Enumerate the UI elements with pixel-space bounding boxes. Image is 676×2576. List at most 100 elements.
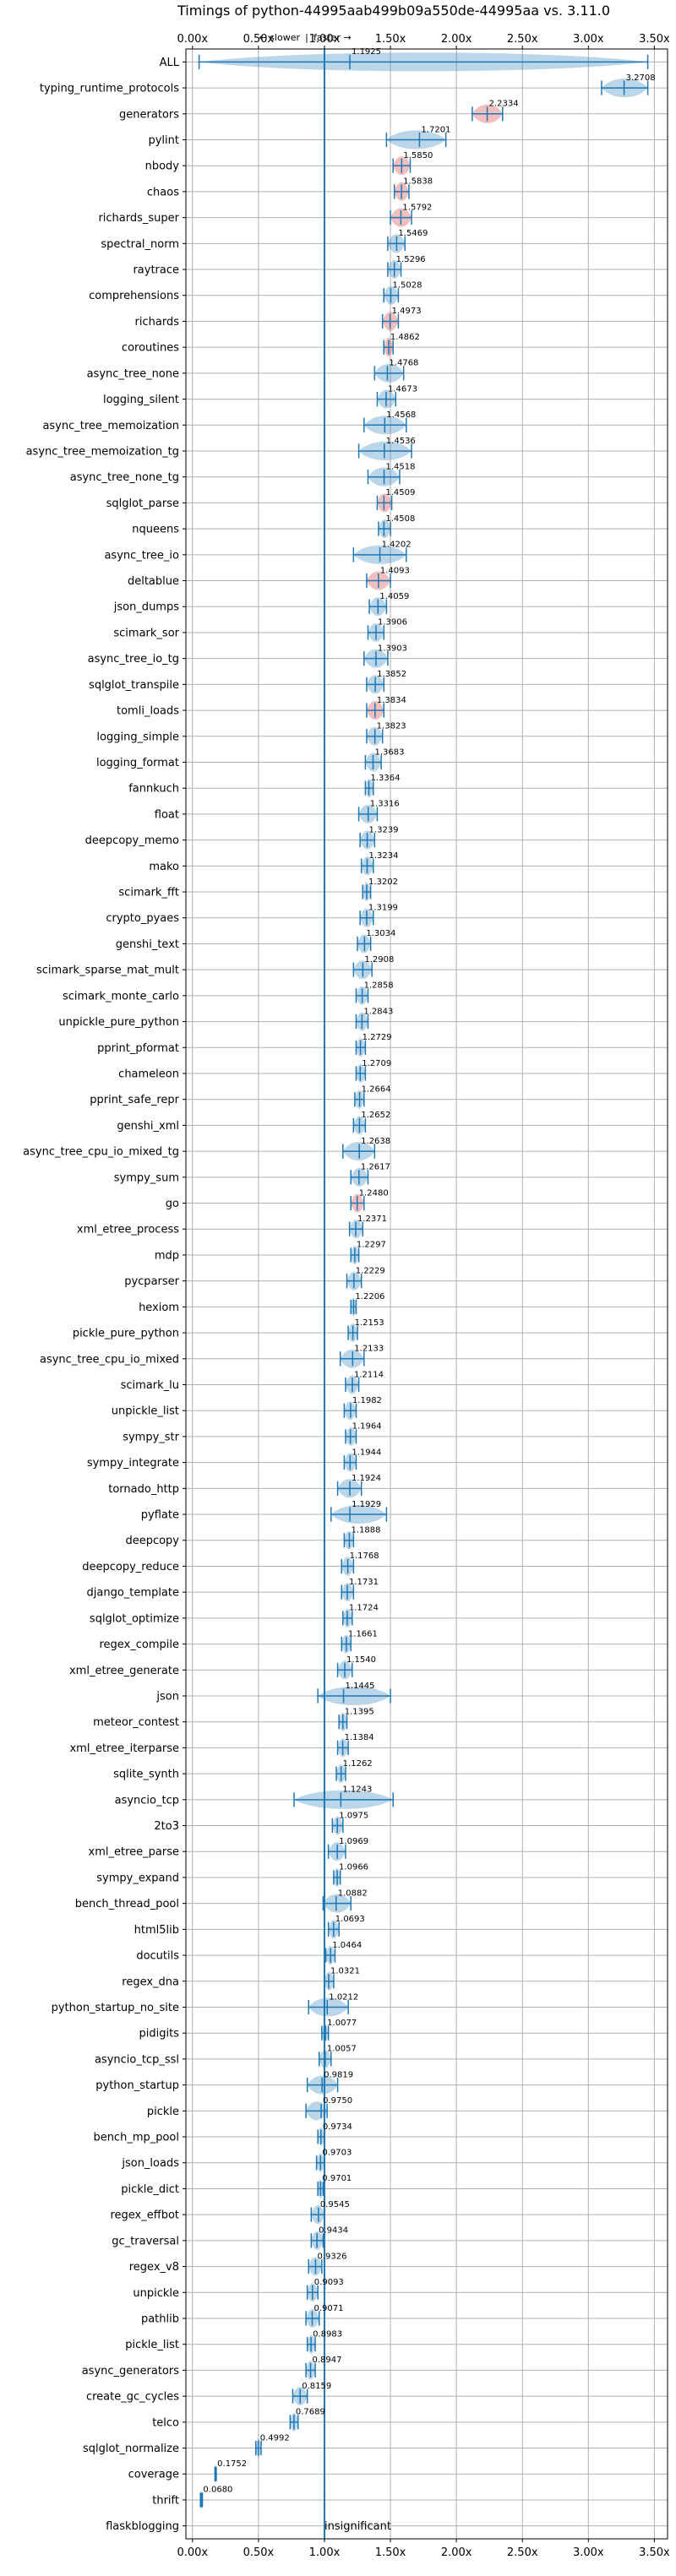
benchmark-label: async_tree_none_tg xyxy=(70,471,179,484)
value-label: 1.1964 xyxy=(352,1422,382,1432)
benchmark-label: sympy_sum xyxy=(114,1171,179,1184)
benchmark-label: deepcopy xyxy=(125,1535,179,1547)
benchmark-label: pycparser xyxy=(124,1275,179,1288)
value-label: 0.1752 xyxy=(217,2459,247,2469)
benchmark-label: richards xyxy=(135,316,180,329)
value-label: 1.1731 xyxy=(349,1578,379,1587)
value-label: 0.0680 xyxy=(203,2486,232,2495)
value-label: 1.0882 xyxy=(338,1889,368,1898)
benchmark-label: deepcopy_memo xyxy=(85,834,179,847)
value-label: 0.9750 xyxy=(323,2096,352,2106)
benchmark-label: logging_simple xyxy=(96,731,179,743)
violin-marks xyxy=(198,52,649,2509)
value-label: 1.4973 xyxy=(392,307,422,316)
benchmark-label: go xyxy=(166,1198,179,1210)
benchmark-label: telco xyxy=(152,2416,179,2429)
x-tick-label-top: 0.00x xyxy=(177,33,208,46)
value-label: 1.1925 xyxy=(352,47,381,57)
value-label: 1.1888 xyxy=(351,1526,380,1535)
value-label: 1.0966 xyxy=(339,1863,368,1872)
value-label: 1.2133 xyxy=(354,1345,384,1354)
benchmark-label: thrift xyxy=(152,2494,179,2507)
value-label: 1.5792 xyxy=(402,203,432,212)
insignificant-label: insignificant xyxy=(324,2520,391,2533)
benchmark-label: pidigits xyxy=(139,2028,180,2041)
value-label: 1.2709 xyxy=(362,1059,391,1068)
benchmark-label: async_tree_io xyxy=(104,549,179,562)
value-label: 1.5028 xyxy=(392,281,422,291)
value-label: 1.2297 xyxy=(357,1241,386,1250)
benchmark-label: pickle_list xyxy=(125,2339,179,2351)
benchmark-label: crypto_pyaes xyxy=(106,912,179,925)
benchmark-label: generators xyxy=(119,108,179,121)
value-label: 1.3852 xyxy=(377,670,406,679)
benchmark-label: flaskblogging xyxy=(106,2520,179,2533)
benchmark-label: pathlib xyxy=(141,2312,179,2325)
benchmark-label: float xyxy=(155,808,179,821)
benchmark-label: nqueens xyxy=(132,524,179,536)
value-label: 1.5296 xyxy=(396,255,426,264)
value-label: 1.1445 xyxy=(346,1682,375,1691)
benchmark-label: mdp xyxy=(155,1249,179,1262)
value-label: 1.1395 xyxy=(345,1707,374,1716)
benchmark-label: html5lib xyxy=(134,1924,179,1937)
benchmark-label: sqlglot_parse xyxy=(106,497,179,510)
value-label: 1.2664 xyxy=(362,1084,391,1094)
benchmark-label: chaos xyxy=(147,186,179,198)
value-label: 1.2843 xyxy=(363,1007,393,1016)
benchmark-label: scimark_monte_carlo xyxy=(63,990,179,1003)
value-label: 1.2480 xyxy=(359,1188,389,1198)
value-label: 0.9093 xyxy=(314,2278,344,2287)
x-tick-label-bottom: 3.50x xyxy=(639,2546,670,2559)
benchmark-label: xml_etree_iterparse xyxy=(69,1742,179,1755)
x-tick-label-bottom: 2.50x xyxy=(507,2546,538,2559)
benchmark-label: pprint_safe_repr xyxy=(90,1094,179,1106)
benchmark-label: json_loads xyxy=(121,2157,179,2170)
value-label: 1.0057 xyxy=(327,2045,357,2054)
value-label: 1.5838 xyxy=(403,177,433,187)
value-label: 0.9434 xyxy=(319,2226,348,2236)
value-label: 1.1724 xyxy=(349,1604,379,1613)
value-label: 1.1982 xyxy=(352,1396,382,1405)
x-tick-labels-bottom: 0.00x 0.50x 1.00x 1.50x 2.00x 2.50x 3.00x 3.50x xyxy=(177,2539,670,2559)
benchmark-label: sqlglot_normalize xyxy=(83,2443,179,2455)
benchmark-label: pickle xyxy=(147,2106,179,2118)
benchmark-label: regex_effbot xyxy=(110,2209,179,2222)
benchmark-label: ALL xyxy=(160,57,180,69)
value-label: 1.2617 xyxy=(361,1163,390,1172)
value-label: 0.8159 xyxy=(302,2382,331,2391)
benchmark-label: async_tree_io_tg xyxy=(88,653,179,666)
value-label: 3.2708 xyxy=(626,73,656,83)
value-label: 1.0969 xyxy=(339,1837,368,1846)
benchmark-label: async_tree_memoization_tg xyxy=(26,445,179,458)
benchmark-label: deltablue xyxy=(128,575,179,588)
value-label: 1.4768 xyxy=(389,359,418,368)
value-label: 1.2153 xyxy=(355,1318,384,1328)
benchmark-label: typing_runtime_protocols xyxy=(40,83,179,95)
value-label: 1.1768 xyxy=(350,1552,379,1561)
x-tick-label-top: 1.00x xyxy=(309,33,341,46)
benchmark-label: sqlite_synth xyxy=(113,1769,179,1781)
x-tick-label-top: 3.50x xyxy=(639,33,670,46)
benchmark-label: unpickle xyxy=(133,2287,179,2300)
benchmark-label: regex_dna xyxy=(122,1975,179,1988)
value-label: 0.9734 xyxy=(323,2122,352,2132)
value-label: 1.4673 xyxy=(388,384,417,394)
value-label: 1.2114 xyxy=(354,1370,384,1379)
benchmark-label: django_template xyxy=(87,1587,179,1600)
grid xyxy=(186,49,668,2539)
value-label: 0.4992 xyxy=(260,2433,290,2443)
value-label: 1.1924 xyxy=(352,1474,381,1483)
x-tick-label-top: 0.50x xyxy=(243,33,275,46)
value-label: 1.1243 xyxy=(342,1785,372,1795)
benchmark-label: sqlglot_transpile xyxy=(89,679,179,692)
value-label: 1.3202 xyxy=(368,878,398,887)
value-label: 0.8947 xyxy=(313,2356,342,2365)
value-label: 1.4518 xyxy=(386,462,416,471)
benchmark-label: asyncio_tcp xyxy=(115,1794,179,1807)
benchmark-label: xml_etree_generate xyxy=(69,1665,179,1677)
benchmark-label: logging_silent xyxy=(103,394,179,406)
benchmark-label: create_gc_cycles xyxy=(86,2391,179,2404)
benchmark-label: richards_super xyxy=(98,212,179,225)
benchmark-label: scimark_lu xyxy=(121,1379,179,1392)
